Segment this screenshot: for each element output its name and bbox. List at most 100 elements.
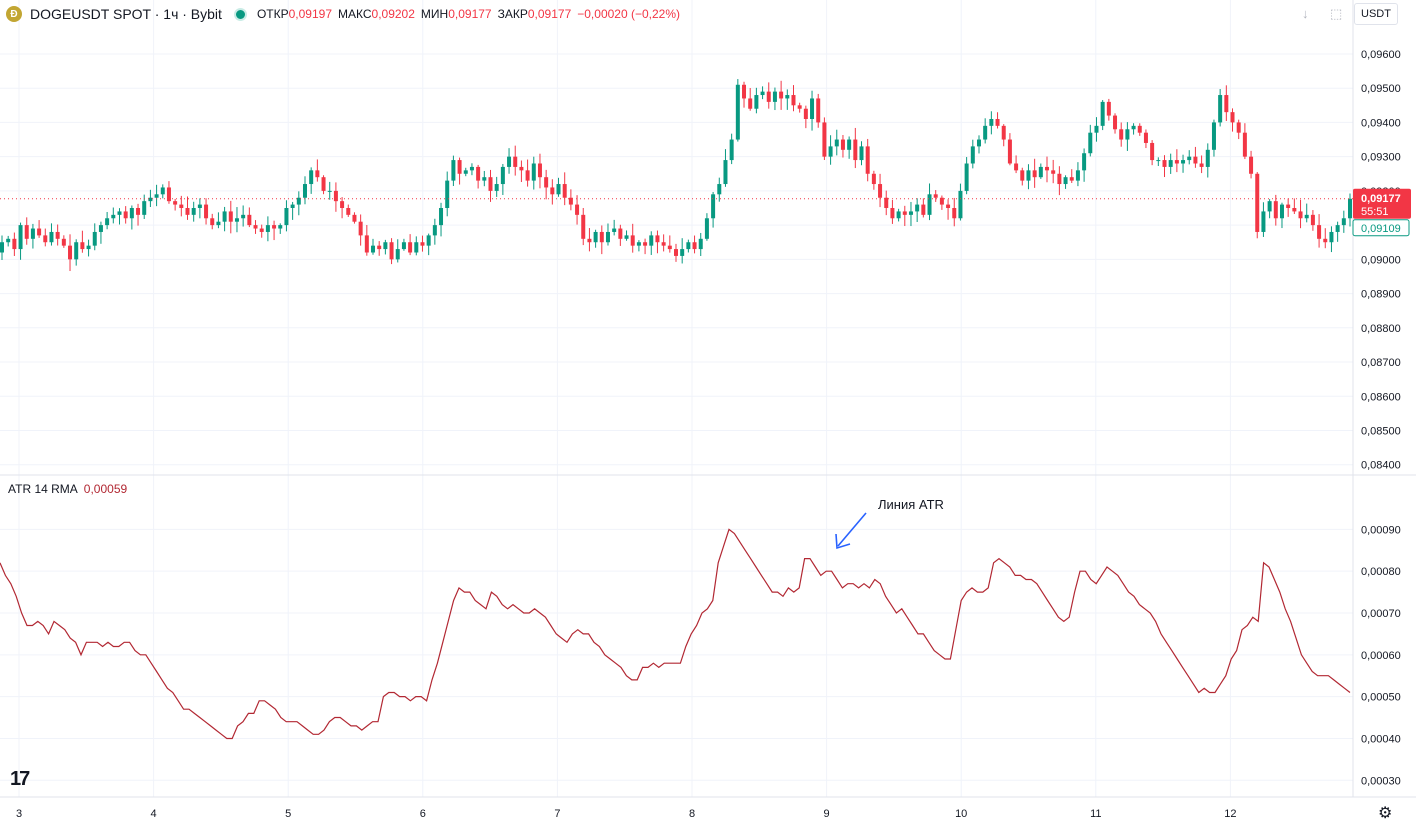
candle-body [1348,198,1352,219]
currency-button[interactable]: USDT [1354,3,1398,25]
candle-body [74,242,79,260]
annotation-arrow-icon [837,512,867,547]
candle-body [86,245,91,250]
candle-body [939,197,944,205]
candle-body [111,214,116,219]
price-tick-label: 0,09500 [1361,83,1401,95]
candle-body [593,231,598,243]
candle-body [154,194,159,198]
candle-body [1205,149,1210,167]
price-tick-label: 0,08900 [1361,289,1401,301]
candle-body [1100,101,1105,126]
candle-body [315,170,320,178]
candle-body [791,95,796,106]
candle-body [717,184,722,195]
candle-body [698,238,703,250]
candle-body [30,228,35,239]
candle-body [661,242,666,246]
candle-body [1236,122,1241,133]
candle-body [1242,132,1247,157]
candle-body [537,163,542,178]
price-tick-label: 0,08700 [1361,357,1401,369]
candle-body [408,242,413,253]
candle-body [816,98,821,123]
atr-tick-label: 0,00070 [1361,608,1401,620]
candle-body [1069,177,1074,181]
candle-body [1329,231,1334,243]
candle-body [105,218,110,226]
candle-body [976,139,981,147]
candle-body [544,177,549,188]
chart-header: Ð DOGEUSDT SPOT · 1ч · Bybit ОТКР 0,0919… [6,4,686,24]
candle-body [1020,170,1025,181]
candle-body [1075,170,1080,181]
high-label: МАКС [338,7,372,21]
candle-body [711,194,716,219]
candle-body [296,197,301,205]
last-price-text: 0,09177 [1361,193,1401,205]
candle-body [1094,125,1099,133]
candle-body [599,231,604,243]
candle-body [655,235,660,243]
scroll-down-icon[interactable]: ↓ [1302,6,1309,21]
candle-body [1162,160,1167,167]
x-tick-label: 3 [16,808,22,820]
candle-body [1174,160,1179,164]
ohlc-legend: ОТКР 0,09197 МАКС 0,09202 МИН 0,09177 ЗА… [257,7,686,21]
candle-body [222,211,227,222]
candle-body [581,214,586,239]
candle-body [958,190,963,219]
candle-body [779,91,784,99]
candle-body [61,238,66,246]
candle-body [1261,211,1266,232]
candle-body [754,95,759,109]
price-tick-label: 0,09000 [1361,254,1401,266]
candle-body [890,208,895,219]
candle-body [1187,156,1192,161]
candle-body [488,177,493,191]
dogecoin-icon[interactable]: Ð [6,6,22,22]
candle-body [797,105,802,109]
candle-body [933,194,938,198]
candle-body [803,108,808,119]
indicator-legend[interactable]: ATR 14 RMA 0,00059 [8,482,127,496]
candle-body [1032,170,1037,178]
candle-body [927,194,932,215]
candle-body [575,204,580,215]
candle-body [439,208,444,226]
candle-body [1088,132,1093,154]
x-tick-label: 11 [1090,808,1101,820]
candle-body [760,91,765,96]
atr-tick-label: 0,00050 [1361,692,1401,704]
candle-body [624,235,629,239]
candle-body [1304,214,1309,219]
candle-body [469,166,474,171]
candle-body [531,163,536,181]
candle-body [630,235,635,246]
fullscreen-icon[interactable]: ⬚ [1330,6,1343,21]
candle-body [1057,173,1062,185]
candle-body [1113,115,1118,130]
candle-body [568,197,573,205]
tradingview-logo-icon[interactable]: 17 [10,768,30,790]
candle-body [612,228,617,232]
settings-gear-icon[interactable]: ⚙ [1378,805,1393,822]
candle-body [667,245,672,250]
candle-body [840,139,845,150]
candle-body [482,177,487,181]
candle-body [1279,204,1284,219]
candle-body [1045,166,1050,171]
candle-body [1255,173,1260,232]
candle-body [136,208,141,215]
candle-body [1292,208,1297,212]
candle-body [117,211,122,215]
x-tick-label: 4 [151,808,157,820]
candle-body [742,84,747,99]
candle-body [1323,238,1328,243]
price-tick-label: 0,08600 [1361,391,1401,403]
candle-body [908,211,913,215]
candle-body [68,245,73,260]
symbol-title[interactable]: DOGEUSDT SPOT · 1ч · Bybit [30,6,222,22]
candle-body [173,201,178,205]
